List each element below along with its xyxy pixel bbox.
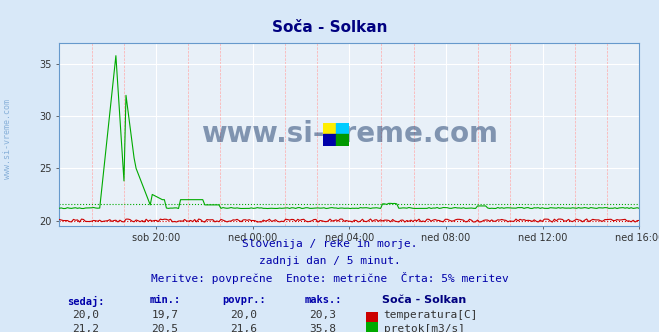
Text: 20,0: 20,0 xyxy=(72,310,99,320)
Text: 20,0: 20,0 xyxy=(231,310,257,320)
Text: Meritve: povprečne  Enote: metrične  Črta: 5% meritev: Meritve: povprečne Enote: metrične Črta:… xyxy=(151,272,508,284)
Text: sedaj:: sedaj: xyxy=(67,295,104,306)
Text: 21,2: 21,2 xyxy=(72,324,99,332)
Bar xyxy=(323,134,336,146)
Text: 20,3: 20,3 xyxy=(310,310,336,320)
Text: 20,5: 20,5 xyxy=(152,324,178,332)
Text: 19,7: 19,7 xyxy=(152,310,178,320)
Bar xyxy=(336,134,349,146)
Text: 35,8: 35,8 xyxy=(310,324,336,332)
Text: 21,6: 21,6 xyxy=(231,324,257,332)
Bar xyxy=(323,123,336,134)
Bar xyxy=(336,123,349,134)
Text: min.:: min.: xyxy=(149,295,181,305)
Text: zadnji dan / 5 minut.: zadnji dan / 5 minut. xyxy=(258,256,401,266)
Text: maks.:: maks.: xyxy=(304,295,341,305)
Text: Soča - Solkan: Soča - Solkan xyxy=(382,295,467,305)
Text: povpr.:: povpr.: xyxy=(222,295,266,305)
Text: temperatura[C]: temperatura[C] xyxy=(384,310,478,320)
Text: www.si-vreme.com: www.si-vreme.com xyxy=(3,100,13,179)
Text: www.si-vreme.com: www.si-vreme.com xyxy=(201,121,498,148)
Text: Soča - Solkan: Soča - Solkan xyxy=(272,20,387,35)
Text: Slovenija / reke in morje.: Slovenija / reke in morje. xyxy=(242,239,417,249)
Text: pretok[m3/s]: pretok[m3/s] xyxy=(384,324,465,332)
